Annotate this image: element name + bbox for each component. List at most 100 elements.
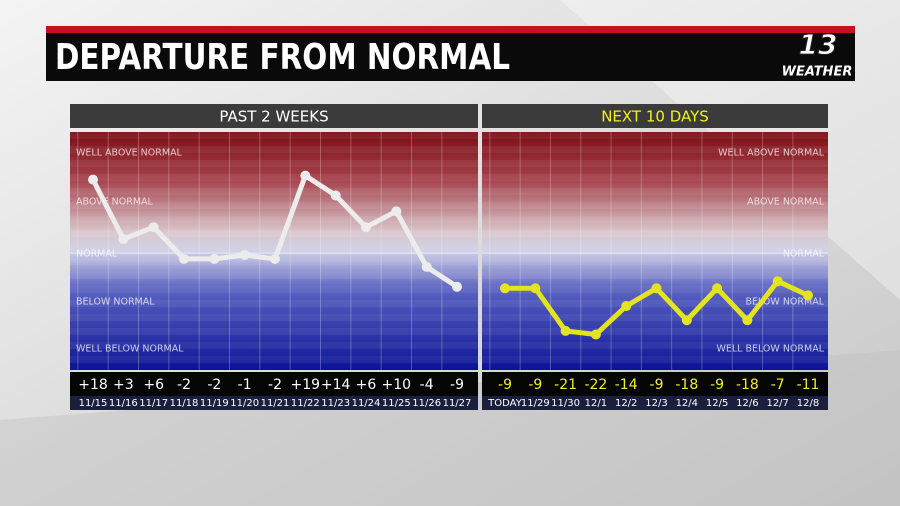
band-stripe (482, 272, 828, 279)
value-label: +6 (356, 377, 377, 393)
accent-stripe (46, 26, 855, 34)
data-point (330, 190, 341, 201)
chart-title: NEXT 10 DAYS (601, 108, 709, 126)
x-tick-label: 11/15 (79, 398, 108, 409)
band-stripe (482, 132, 828, 139)
data-point (452, 281, 462, 292)
plot-area (482, 132, 828, 370)
data-point (179, 253, 189, 264)
value-label: -18 (736, 377, 759, 393)
data-point (590, 329, 601, 340)
title-bar (46, 33, 855, 81)
band-stripe (70, 300, 478, 307)
value-label: +18 (78, 377, 108, 393)
data-point (560, 325, 571, 336)
band-stripe (482, 216, 828, 223)
x-tick-label: 11/19 (200, 398, 229, 409)
band-stripe (70, 202, 478, 209)
x-tick-label: 11/17 (139, 398, 168, 409)
value-label: -9 (528, 377, 542, 393)
x-tick-label: 12/2 (615, 398, 637, 409)
date-row (70, 396, 478, 410)
band-stripe (482, 174, 828, 181)
x-tick-label: 11/18 (170, 398, 199, 409)
band-stripe (70, 342, 478, 349)
value-row (70, 372, 478, 396)
value-label: -2 (177, 377, 191, 393)
band-label: BELOW NORMAL (76, 297, 155, 308)
band-stripe (70, 244, 478, 251)
band-stripe (482, 202, 828, 209)
x-tick-label: 12/4 (676, 398, 698, 409)
band-label: WELL BELOW NORMAL (76, 344, 184, 355)
band-stripe (70, 160, 478, 167)
panel-header (70, 104, 478, 128)
value-label: -7 (771, 377, 785, 393)
x-tick-label: 11/24 (352, 398, 381, 409)
data-point (772, 276, 783, 287)
band-stripe (482, 230, 828, 237)
x-tick-label: 11/26 (412, 398, 441, 409)
chart-title: PAST 2 WEEKS (219, 108, 328, 126)
data-point (421, 261, 432, 272)
date-row (482, 396, 828, 410)
value-label: -11 (797, 377, 820, 393)
band-label: ABOVE NORMAL (747, 197, 825, 208)
value-label: +6 (143, 377, 164, 393)
data-point (651, 283, 662, 294)
band-stripe (70, 356, 478, 363)
data-point (712, 283, 723, 294)
data-point (118, 234, 129, 245)
data-point (621, 301, 632, 312)
value-label: -14 (615, 377, 638, 393)
band-stripe (70, 314, 478, 321)
band-stripe (70, 216, 478, 223)
value-label: +14 (321, 377, 351, 393)
x-tick-label: 11/29 (521, 398, 550, 409)
value-label: -9 (450, 377, 464, 393)
x-tick-label: 11/20 (230, 398, 259, 409)
data-point (681, 315, 692, 326)
band-label: BELOW NORMAL (745, 297, 824, 308)
data-point (88, 174, 98, 185)
x-tick-label: 12/7 (766, 398, 788, 409)
value-row (482, 372, 828, 396)
band-stripe (482, 314, 828, 321)
band-stripe (482, 356, 828, 363)
data-point (239, 249, 250, 260)
data-point (148, 222, 159, 233)
x-tick-label: 11/27 (443, 398, 472, 409)
band-label: WELL ABOVE NORMAL (76, 148, 183, 159)
value-label: -22 (584, 377, 607, 393)
band-stripe (482, 160, 828, 167)
band-stripe (482, 328, 828, 335)
x-tick-label: TODAY (487, 398, 523, 409)
band-stripe (482, 188, 828, 195)
data-point (270, 253, 280, 264)
band-stripe (70, 132, 478, 139)
band-stripe (70, 272, 478, 279)
x-tick-label: 11/25 (382, 398, 411, 409)
value-label: -9 (650, 377, 664, 393)
data-point (209, 253, 220, 264)
value-label: -9 (710, 377, 724, 393)
band-stripe (482, 342, 828, 349)
band-stripe (482, 244, 828, 251)
band-label: ABOVE NORMAL (76, 197, 154, 208)
value-label: -2 (268, 377, 282, 393)
plot-area (70, 132, 478, 370)
logo-text: WEATHER (782, 65, 853, 80)
band-label: NORMAL (76, 249, 118, 260)
data-point (391, 206, 402, 217)
x-tick-label: 11/30 (551, 398, 580, 409)
band-stripe (70, 146, 478, 153)
band-stripe (482, 146, 828, 153)
band-stripe (482, 300, 828, 307)
x-tick-label: 12/5 (706, 398, 728, 409)
band-stripe (70, 286, 478, 293)
value-label: -9 (498, 377, 512, 393)
band-label: WELL ABOVE NORMAL (718, 148, 825, 159)
x-tick-label: 12/8 (797, 398, 819, 409)
value-label: -2 (207, 377, 221, 393)
